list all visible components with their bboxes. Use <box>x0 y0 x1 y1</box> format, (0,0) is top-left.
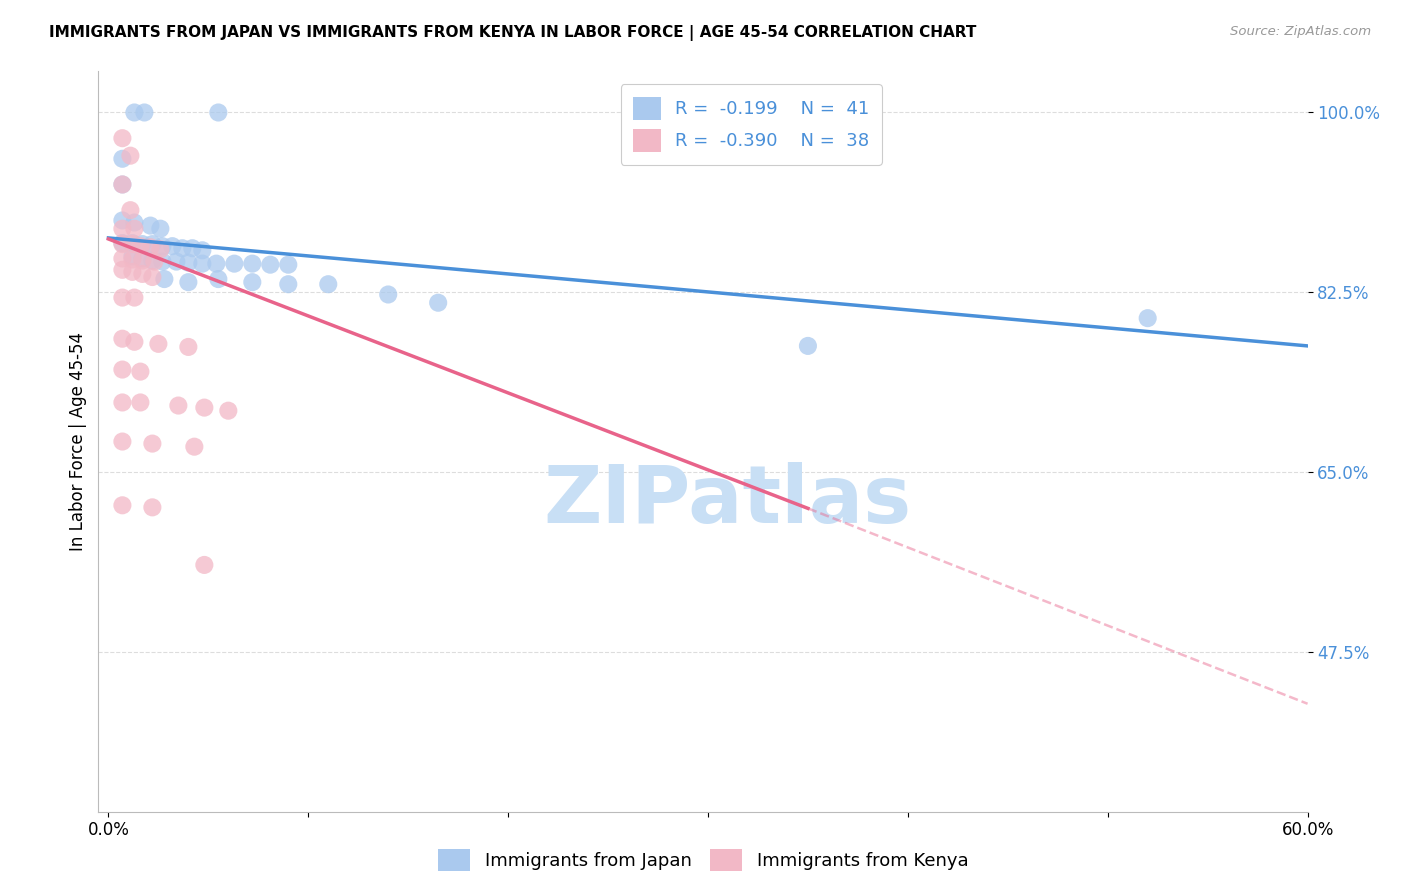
Point <box>207 272 229 286</box>
Point <box>240 257 263 271</box>
Point <box>141 500 163 515</box>
Point <box>129 395 152 409</box>
Legend: Immigrants from Japan, Immigrants from Kenya: Immigrants from Japan, Immigrants from K… <box>430 842 976 879</box>
Point <box>131 252 153 266</box>
Point <box>120 149 142 163</box>
Y-axis label: In Labor Force | Age 45-54: In Labor Force | Age 45-54 <box>69 332 87 551</box>
Point <box>121 236 143 251</box>
Text: IMMIGRANTS FROM JAPAN VS IMMIGRANTS FROM KENYA IN LABOR FORCE | AGE 45-54 CORREL: IMMIGRANTS FROM JAPAN VS IMMIGRANTS FROM… <box>49 25 977 41</box>
Text: Source: ZipAtlas.com: Source: ZipAtlas.com <box>1230 25 1371 38</box>
Point <box>124 105 146 120</box>
Point <box>111 131 134 145</box>
Point <box>121 252 143 267</box>
Point <box>111 395 134 409</box>
Point <box>131 253 153 268</box>
Point <box>148 336 170 351</box>
Point <box>150 239 173 253</box>
Point <box>141 270 163 285</box>
Point <box>149 221 172 235</box>
Point <box>377 287 399 301</box>
Text: ZIPatlas: ZIPatlas <box>543 462 911 540</box>
Point <box>111 332 134 346</box>
Point <box>177 340 200 354</box>
Point <box>111 221 134 235</box>
Point <box>177 255 200 269</box>
Point <box>124 215 146 229</box>
Point <box>111 434 134 449</box>
Point <box>129 239 152 253</box>
Point <box>193 558 215 572</box>
Point <box>111 252 134 266</box>
Legend: R =  -0.199    N =  41, R =  -0.390    N =  38: R = -0.199 N = 41, R = -0.390 N = 38 <box>621 84 882 165</box>
Point <box>207 105 229 120</box>
Point <box>165 254 187 268</box>
Point <box>427 295 450 310</box>
Point <box>139 240 162 254</box>
Point <box>141 237 163 252</box>
Point <box>111 236 134 251</box>
Point <box>193 401 215 415</box>
Point <box>139 219 162 233</box>
Point <box>259 258 281 272</box>
Point <box>177 275 200 289</box>
Point <box>121 250 143 264</box>
Point <box>124 291 146 305</box>
Point <box>224 257 246 271</box>
Point <box>797 339 820 353</box>
Point <box>277 277 299 292</box>
Point <box>124 221 146 235</box>
Point <box>111 262 134 277</box>
Point <box>162 239 184 253</box>
Point <box>120 203 142 218</box>
Point <box>111 291 134 305</box>
Point <box>141 253 163 268</box>
Point <box>172 241 194 255</box>
Point <box>121 265 143 279</box>
Point <box>111 362 134 376</box>
Point <box>111 152 134 166</box>
Point <box>131 237 153 252</box>
Point <box>124 334 146 349</box>
Point <box>277 258 299 272</box>
Point <box>181 241 204 255</box>
Point <box>129 365 152 379</box>
Point <box>131 267 153 281</box>
Point <box>153 272 176 286</box>
Point <box>111 178 134 192</box>
Point <box>134 105 156 120</box>
Point <box>121 237 143 252</box>
Point <box>111 213 134 227</box>
Point <box>191 244 214 258</box>
Point <box>1136 311 1159 326</box>
Point <box>143 254 166 268</box>
Point <box>111 178 134 192</box>
Point <box>205 257 228 271</box>
Point <box>240 275 263 289</box>
Point <box>111 498 134 512</box>
Point <box>217 403 239 417</box>
Point <box>149 242 172 256</box>
Point <box>183 440 205 454</box>
Point <box>316 277 339 292</box>
Point <box>191 257 214 271</box>
Point <box>141 436 163 450</box>
Point <box>150 254 173 268</box>
Point <box>111 237 134 252</box>
Point <box>167 399 190 413</box>
